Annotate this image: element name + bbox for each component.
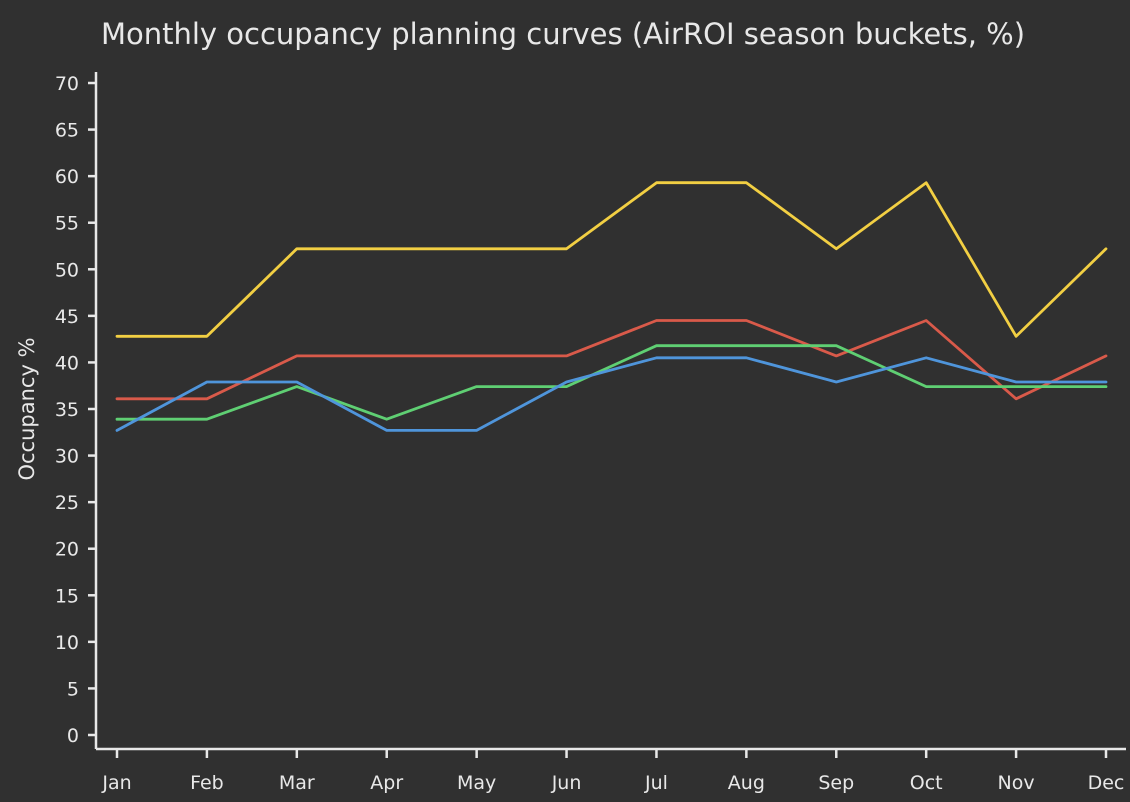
yellow-series-line (115, 181, 1108, 338)
y-tick-label: 25 (55, 492, 79, 514)
y-tick-label: 15 (55, 585, 79, 607)
y-tick-label: 10 (55, 632, 79, 654)
x-tick-label: Dec (1088, 772, 1125, 794)
y-tick-label: 60 (55, 166, 79, 188)
x-tick-label: Mar (279, 772, 315, 794)
y-tick-label: 30 (55, 446, 79, 468)
y-tick-label: 55 (55, 213, 79, 235)
y-tick-label: 50 (55, 259, 79, 281)
x-tick-label: Nov (998, 772, 1035, 794)
y-tick-label: 65 (55, 120, 79, 142)
x-tick-label: Apr (370, 772, 403, 794)
x-tick-label: Jul (644, 772, 668, 794)
x-axis: Jan Feb Mar Apr May Jun Jul Aug Sep Oct Nov Dec (96, 747, 1126, 794)
x-tick-label: May (457, 772, 496, 794)
x-tick-label: Oct (910, 772, 943, 794)
red-series-line (115, 319, 1108, 401)
x-tick-label: Jan (101, 772, 131, 794)
y-tick-label: 70 (55, 73, 79, 95)
x-tick-label: Jun (551, 772, 582, 794)
y-axis: 0 5 10 15 20 25 30 35 40 45 50 55 60 65 70 (55, 72, 98, 749)
x-tick-label: Sep (818, 772, 854, 794)
y-tick-label: 0 (67, 725, 79, 747)
y-tick-label: 5 (67, 678, 79, 700)
series-lines (115, 181, 1108, 432)
blue-series-line (115, 356, 1108, 432)
y-tick-label: 20 (55, 539, 79, 561)
y-tick-label: 45 (55, 306, 79, 328)
y-axis-label: Occupancy % (15, 337, 39, 480)
y-tick-label: 40 (55, 352, 79, 374)
y-tick-label: 35 (55, 399, 79, 421)
chart-title: Monthly occupancy planning curves (AirRO… (101, 17, 1025, 51)
x-tick-label: Aug (728, 772, 765, 794)
x-tick-label: Feb (190, 772, 224, 794)
green-series-line (115, 344, 1108, 421)
